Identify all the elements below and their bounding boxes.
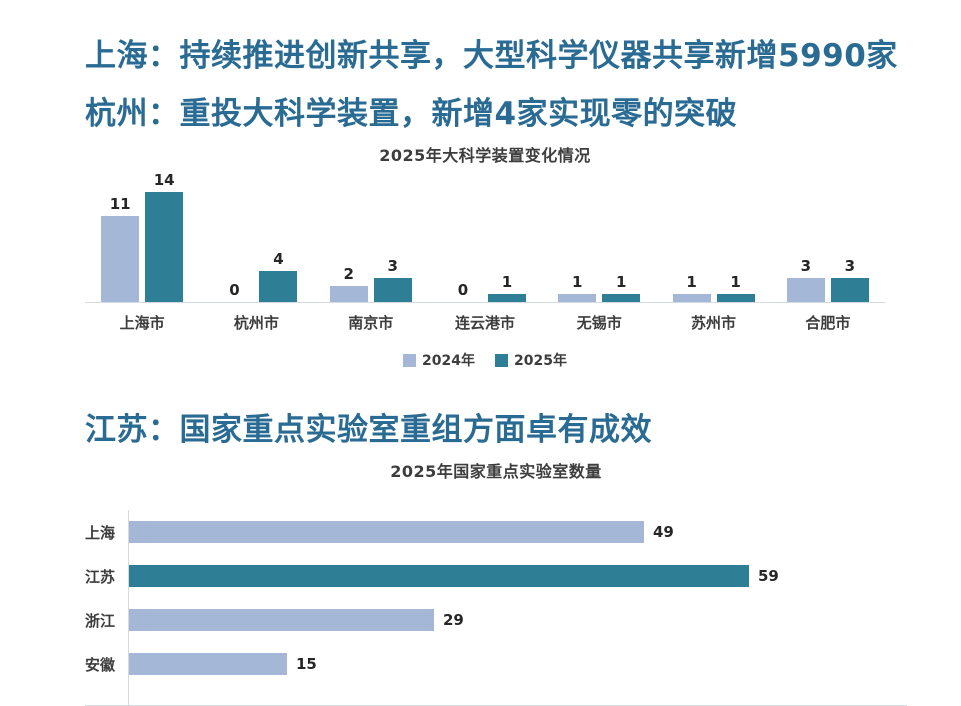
- bar-value-label: 49: [653, 523, 674, 541]
- grouped-bar-chart: 2025年大科学装置变化情况 11 14 0 4 2 3 0 1 1 1 1 1 3 3 上海市 杭州市 南京…: [85, 142, 885, 370]
- category-label: 南京市: [348, 314, 394, 332]
- bar-value-label: 3: [844, 257, 856, 275]
- bar-value-label: 4: [273, 250, 284, 268]
- chart2-title: 2025年国家重点实验室数量: [390, 462, 602, 481]
- chart1-title: 2025年大科学装置变化情况: [379, 146, 591, 165]
- chart1-baseline: [85, 302, 885, 303]
- bar-cell: 3: [830, 257, 869, 302]
- bar-cell: 1: [487, 273, 526, 302]
- bar-value-label: 11: [109, 195, 131, 213]
- legend-swatch: [495, 353, 508, 367]
- bar: [786, 278, 825, 302]
- legend-label: 2024年: [422, 353, 475, 369]
- headline-jiangsu: 江苏：国家重点实验室重组方面卓有成效: [85, 412, 652, 448]
- grouped-bar-plot: 11 14 0 4 2 3 0 1 1 1 1 1 3 3: [85, 168, 885, 302]
- bar-value-label: 14: [153, 171, 175, 189]
- bar-cell: 1: [716, 273, 755, 302]
- bar-value-label: 1: [730, 273, 741, 291]
- bar: [129, 565, 749, 587]
- headline-hangzhou: 杭州：重投大科学装置，新增4家实现零的突破: [85, 96, 738, 132]
- legend-item: 2024年: [403, 350, 475, 370]
- bar: [373, 278, 412, 302]
- bar-cell: 1: [672, 273, 711, 302]
- bar: [602, 294, 641, 302]
- row-label: 安徽: [85, 655, 116, 674]
- bar: [259, 271, 298, 302]
- bar-cell: 3: [373, 257, 412, 302]
- bar-value-label: 1: [686, 273, 697, 291]
- bar: [129, 653, 287, 675]
- bar-value-label: 15: [296, 655, 317, 673]
- headline-shanghai: 上海：持续推进创新共享，大型科学仪器共享新增5990家: [85, 38, 898, 74]
- bar-value-label: 0: [457, 281, 469, 299]
- hbar-chart: 2025年国家重点实验室数量 上海 49 江苏 59 浙江 29 安徽 15: [85, 458, 907, 706]
- bar: [129, 521, 644, 543]
- bar-value-label: 1: [616, 273, 627, 291]
- hbar-row: 上海 49: [85, 510, 907, 554]
- category-label: 上海市: [119, 314, 165, 332]
- legend-item: 2025年: [495, 350, 567, 370]
- category-label: 无锡市: [576, 314, 622, 332]
- bar: [145, 192, 184, 302]
- bar-value-label: 1: [572, 273, 583, 291]
- bar-pair: 11 14: [101, 171, 184, 302]
- category-label: 合肥市: [805, 314, 851, 332]
- bar-cell: 1: [602, 273, 641, 302]
- legend-label: 2025年: [514, 353, 567, 369]
- bar-cell: 0: [444, 281, 482, 302]
- row-label: 上海: [85, 523, 116, 542]
- bar-value-label: 1: [501, 273, 513, 291]
- bar-value-label: 0: [229, 281, 240, 299]
- bar-value-label: 3: [800, 257, 812, 275]
- category-label: 杭州市: [233, 314, 279, 332]
- bar: [830, 278, 869, 302]
- bar: [101, 216, 140, 302]
- row-label: 浙江: [85, 611, 116, 630]
- hbar-row: 江苏 59: [85, 554, 907, 598]
- bar-cell: 4: [259, 250, 298, 302]
- bar: [558, 294, 597, 302]
- category-label: 苏州市: [691, 314, 737, 332]
- bar-cell: 0: [215, 281, 253, 302]
- bar-value-label: 59: [758, 567, 779, 585]
- bar-group: 11 14: [85, 171, 199, 302]
- bar: [129, 609, 434, 631]
- chart1-category-labels: 上海市 杭州市 南京市 连云港市 无锡市 苏州市 合肥市: [85, 312, 885, 333]
- bar-cell: 14: [145, 171, 184, 302]
- bar: [716, 294, 755, 302]
- bar: [487, 294, 526, 302]
- hbar-row: 安徽 15: [85, 642, 907, 686]
- bar-cell: 11: [101, 195, 140, 302]
- category-label: 连云港市: [454, 314, 515, 332]
- chart2-y-axis-line: [128, 510, 129, 706]
- bar-value-label: 2: [343, 265, 354, 283]
- bar-cell: 2: [329, 265, 368, 302]
- chart1-legend: 2024年 2025年: [85, 350, 885, 370]
- bar: [672, 294, 711, 302]
- hbar-rows: 上海 49 江苏 59 浙江 29 安徽 15: [85, 510, 907, 706]
- bar: [329, 286, 368, 302]
- bar-value-label: 29: [443, 611, 464, 629]
- hbar-row: 浙江 29: [85, 598, 907, 642]
- bar-cell: 3: [786, 257, 825, 302]
- row-label: 江苏: [85, 567, 116, 586]
- legend-swatch: [403, 353, 417, 367]
- bar-value-label: 3: [387, 257, 398, 275]
- bar-cell: 1: [558, 273, 597, 302]
